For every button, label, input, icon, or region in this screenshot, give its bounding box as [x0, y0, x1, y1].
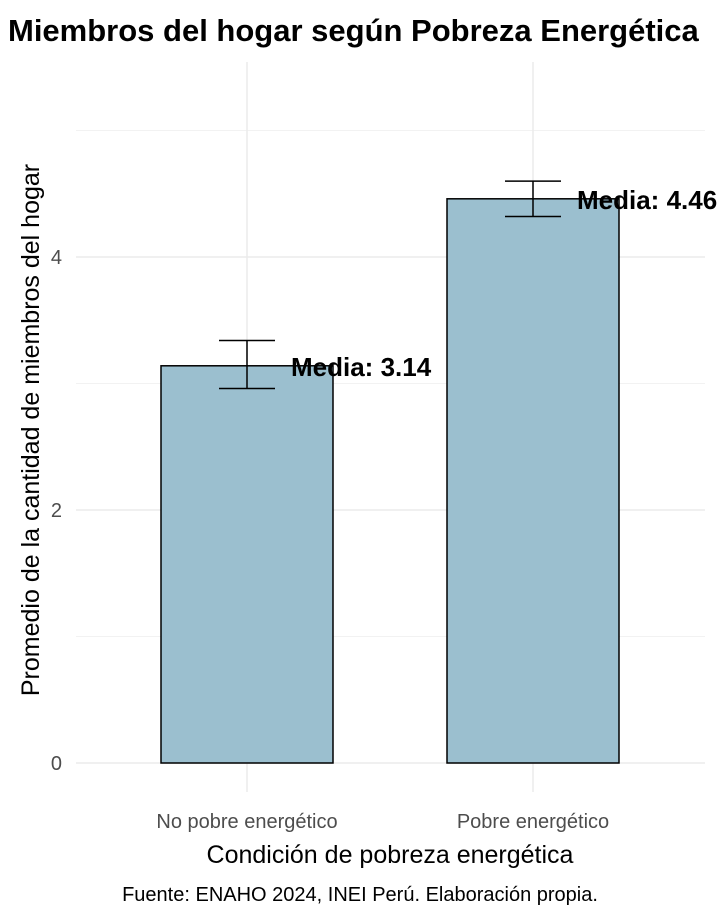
caption: Fuente: ENAHO 2024, INEI Perú. Elaboraci… [122, 884, 598, 906]
mean-label: Media: 4.46 [577, 185, 717, 215]
x-tick-label: Pobre energético [457, 811, 609, 833]
error-bar [505, 180, 561, 218]
y-axis-title: Promedio de la cantidad de miembros del … [17, 164, 45, 696]
error-bar [219, 339, 275, 390]
y-tick-labels: 0 2 4 [51, 247, 62, 775]
x-axis-title: Condición de pobreza energética [207, 841, 574, 869]
mean-labels: Media: 3.14 Media: 4.46 [291, 185, 717, 382]
y-tick-label: 0 [51, 753, 62, 775]
chart-title: Miembros del hogar según Pobreza Energét… [8, 13, 700, 48]
bars [160, 198, 620, 764]
y-tick-label: 4 [51, 247, 62, 269]
bar [446, 198, 620, 764]
y-tick-label: 2 [51, 500, 62, 522]
x-tick-label: No pobre energético [156, 811, 337, 833]
error-bars [219, 180, 561, 390]
bar [160, 365, 334, 764]
mean-label: Media: 3.14 [291, 352, 432, 382]
x-tick-labels: No pobre energético Pobre energético [156, 811, 609, 833]
